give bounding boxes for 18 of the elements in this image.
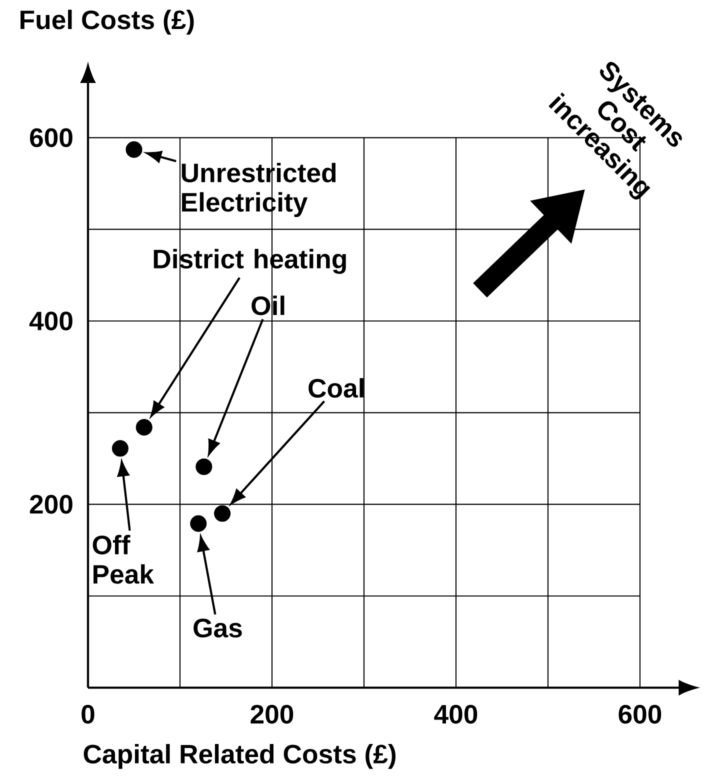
annotation: Gas: [194, 618, 242, 638]
annotation: Off Peak: [92, 534, 154, 584]
x-tick-label: 400: [434, 704, 478, 724]
x-tick-label: 0: [82, 704, 94, 724]
y-tick-label: 600: [30, 128, 72, 148]
point: [196, 458, 212, 476]
point: [136, 419, 152, 436]
x-tick-label: 600: [618, 704, 662, 724]
x-axis-title: Capital Related Costs (£): [84, 744, 396, 769]
point: [214, 505, 231, 522]
y-tick-label: 400: [29, 312, 72, 330]
y-tick-label: 200: [30, 494, 72, 514]
annotation: Coal: [308, 378, 364, 398]
point: [190, 515, 207, 532]
x-tick-label: 200: [250, 704, 294, 724]
y-axis-title: Fuel Costs (£): [20, 10, 194, 35]
point: [126, 141, 142, 158]
point: [112, 440, 128, 457]
